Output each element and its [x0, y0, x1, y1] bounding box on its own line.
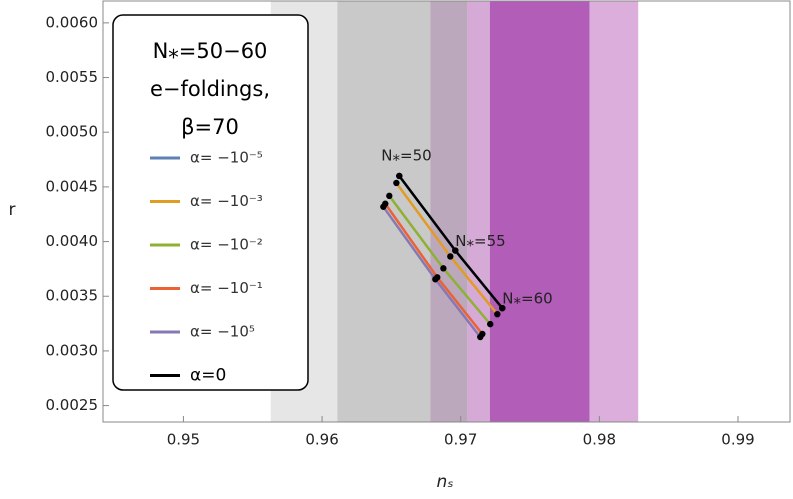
point	[487, 320, 494, 328]
point	[380, 203, 387, 210]
shaded-band	[337, 1, 431, 422]
x-tick-label: 0.96	[305, 431, 338, 449]
x-axis-label: nₛ	[436, 472, 453, 492]
x-tick-label: 0.97	[444, 431, 477, 449]
annotation: N⁎=50	[381, 146, 431, 164]
point	[499, 304, 506, 312]
legend-label: α= −10⁻⁵	[190, 149, 263, 167]
point	[386, 192, 393, 200]
y-tick-label: 0.0025	[46, 396, 99, 414]
x-tick-label: 0.98	[583, 431, 616, 449]
y-tick-label: 0.0050	[46, 123, 99, 141]
point	[452, 247, 459, 254]
x-tick-label: 0.95	[167, 431, 200, 449]
point	[447, 253, 454, 260]
shaded-band	[430, 1, 468, 422]
point	[477, 333, 484, 341]
plot-frame	[102, 0, 791, 423]
y-tick-label: 0.0045	[46, 177, 99, 195]
point	[393, 179, 400, 187]
point	[432, 276, 439, 283]
y-tick-label: 0.0040	[46, 232, 99, 250]
y-tick-label: 0.0055	[46, 68, 99, 86]
point	[396, 172, 403, 180]
legend-label: α= −10⁵	[190, 323, 255, 341]
annotation: N⁎=55	[455, 232, 505, 250]
shaded-band	[589, 1, 639, 422]
legend-label: α= −10⁻²	[190, 236, 263, 254]
y-tick-label: 0.0030	[46, 341, 99, 359]
annotation: N⁎=60	[502, 290, 552, 308]
legend-label: α= −10⁻¹	[190, 279, 263, 297]
legend-label: α=0	[190, 366, 226, 386]
legend-title: e−foldings,	[150, 77, 270, 101]
legend-box	[112, 14, 309, 391]
point	[494, 310, 501, 318]
legend-title: N⁎=50−60	[153, 39, 268, 63]
point	[440, 265, 447, 272]
shaded-band	[489, 1, 590, 422]
shaded-band	[467, 1, 490, 422]
legend-title: β=70	[181, 115, 239, 139]
y-axis-label: r	[9, 200, 16, 220]
y-tick-label: 0.0035	[46, 287, 99, 305]
legend-label: α= −10⁻³	[190, 192, 263, 210]
x-tick-label: 0.99	[721, 431, 754, 449]
y-tick-label: 0.0060	[46, 13, 99, 31]
